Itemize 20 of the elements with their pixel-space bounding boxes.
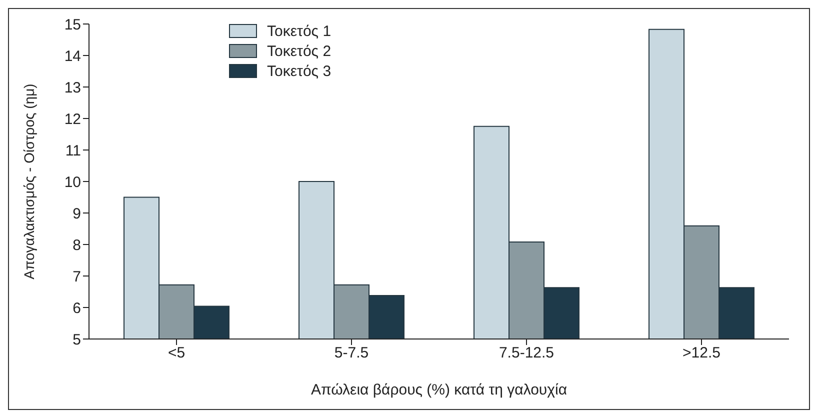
- x-tick-label: >12.5: [682, 344, 720, 362]
- y-tick-label: 15: [64, 16, 81, 34]
- y-tick-label: 7: [72, 268, 81, 286]
- x-tick-label: 7.5-12.5: [498, 344, 554, 362]
- y-tick-label: 8: [72, 236, 81, 254]
- y-tick-label: 6: [72, 300, 81, 317]
- y-tick-label: 10: [64, 174, 81, 191]
- y-tick-label: 11: [65, 142, 81, 160]
- legend-label: Τοκετός 3: [267, 62, 332, 80]
- y-tick-label: 9: [72, 205, 81, 222]
- legend-label: Τοκετός 1: [267, 22, 332, 40]
- legend-label: Τοκετός 2: [267, 42, 332, 60]
- y-tick-label: 12: [64, 110, 81, 128]
- y-tick-label: 14: [64, 48, 81, 65]
- y-tick-label: 5: [72, 331, 81, 348]
- x-tick-label: <5: [168, 344, 186, 362]
- x-axis-title: Απώλεια βάρους (%) κατά τη γαλουχία: [310, 382, 568, 399]
- y-axis-title: Απογαλακτισμός - Οίστρος (ημ): [20, 84, 37, 280]
- x-tick-label: 5-7.5: [334, 344, 369, 362]
- y-tick-label: 13: [64, 79, 81, 96]
